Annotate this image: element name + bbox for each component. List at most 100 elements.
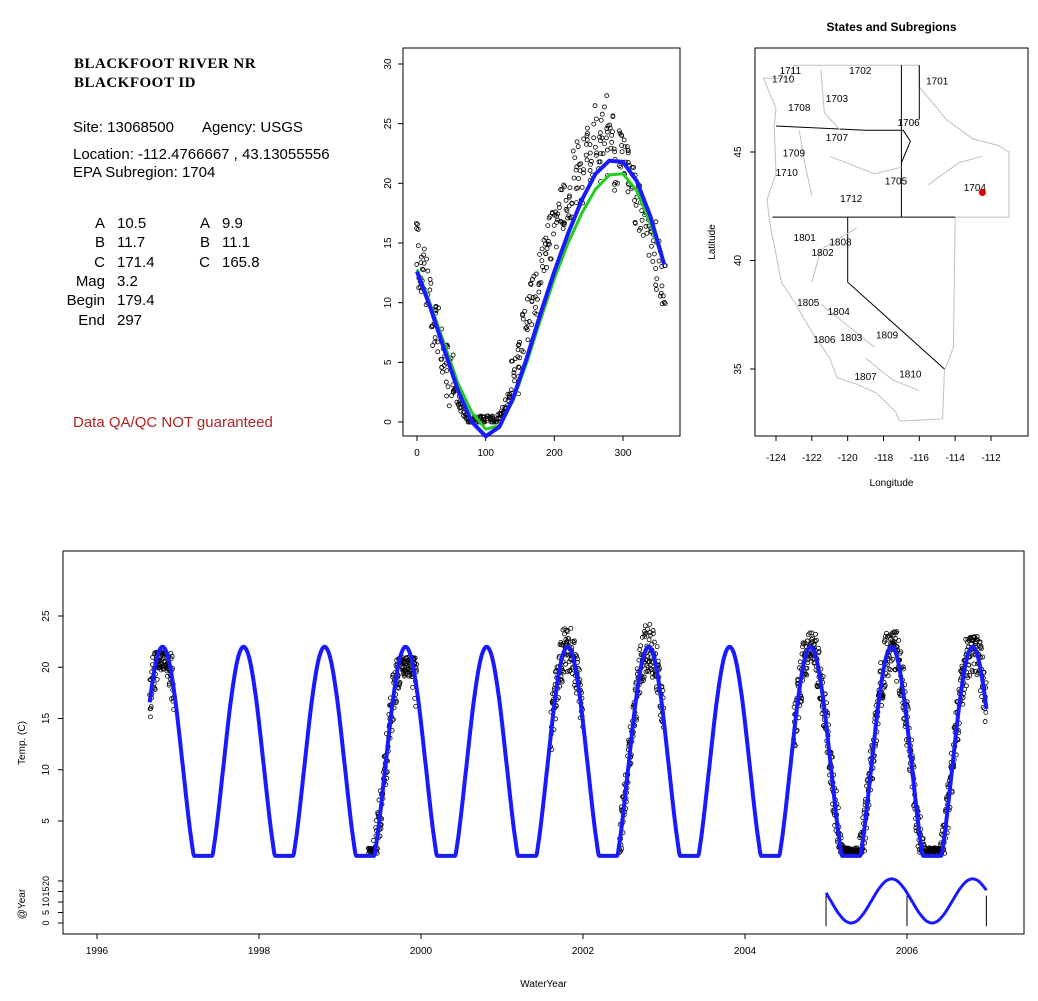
chart1-xtick-label: 200 bbox=[546, 448, 563, 459]
chart3-point bbox=[562, 631, 567, 637]
chart3-point bbox=[563, 661, 568, 667]
coef-left-name: B bbox=[94, 234, 105, 252]
chart1-point bbox=[659, 301, 665, 307]
chart1-point bbox=[587, 150, 593, 156]
map-subregion-label: 1802 bbox=[811, 248, 834, 259]
map-subregion-label: 1701 bbox=[926, 77, 949, 88]
chart1-point bbox=[516, 364, 521, 370]
chart1-point bbox=[607, 125, 613, 131]
chart1-point bbox=[538, 280, 544, 286]
chart3-ylabel2: @Year bbox=[17, 888, 28, 919]
chart1-point bbox=[435, 349, 441, 355]
chart1-point bbox=[591, 121, 597, 127]
chart1-point bbox=[492, 418, 497, 424]
chart1-point bbox=[435, 339, 440, 345]
chart1-point bbox=[621, 137, 627, 143]
coef-left-value: 10.5 bbox=[117, 215, 147, 232]
chart1-point bbox=[588, 158, 594, 164]
chart1-point bbox=[427, 277, 433, 282]
chart3-point bbox=[148, 706, 154, 711]
chart1-point bbox=[658, 290, 664, 296]
chart3-point bbox=[896, 638, 902, 643]
chart1-point bbox=[440, 369, 445, 375]
map-ytick-label: 35 bbox=[733, 363, 744, 375]
map-site-marker bbox=[978, 189, 986, 197]
chart1-point bbox=[544, 265, 550, 270]
chart3-point bbox=[397, 680, 403, 685]
chart1-point bbox=[429, 324, 434, 330]
chart3-point bbox=[154, 677, 160, 682]
map-subregion-label: 1805 bbox=[797, 298, 820, 309]
chart1-point bbox=[601, 104, 607, 110]
chart1-point bbox=[616, 128, 622, 134]
map-subregion-border bbox=[798, 130, 813, 196]
chart1-point bbox=[603, 135, 609, 141]
map-subregion-border bbox=[928, 155, 983, 186]
chart1-point bbox=[650, 258, 656, 264]
chart3-y2tick-label: 15 bbox=[41, 886, 51, 896]
chart1-ytick-label: 0 bbox=[383, 419, 394, 425]
chart3-point bbox=[641, 674, 647, 680]
map-subregion-label: 1710 bbox=[772, 75, 795, 86]
chart1-point bbox=[585, 131, 590, 136]
chart3-point bbox=[637, 647, 643, 652]
chart3-point bbox=[892, 667, 898, 673]
chart3-point bbox=[886, 666, 892, 672]
chart1-point bbox=[525, 337, 531, 343]
chart3-point bbox=[651, 639, 657, 645]
map-ylabel: Latitude bbox=[707, 224, 718, 260]
coef-right-row: C 165.8 bbox=[190, 254, 259, 271]
chart1-point bbox=[523, 325, 529, 331]
coef-right-value: 9.9 bbox=[222, 215, 243, 232]
chart1-point bbox=[493, 419, 499, 425]
map-subregion-label: 1707 bbox=[826, 133, 849, 144]
coef-left-name: Mag bbox=[75, 272, 105, 290]
chart1-point bbox=[546, 215, 552, 221]
chart1-point bbox=[481, 417, 487, 422]
map-subregion-label: 1710 bbox=[776, 168, 799, 179]
map-xtick-label: -114 bbox=[946, 453, 966, 464]
chart1-point bbox=[433, 304, 439, 310]
chart1-point bbox=[610, 113, 616, 119]
chart1-point bbox=[547, 241, 552, 247]
chart3-point bbox=[642, 623, 648, 629]
chart3-point bbox=[575, 656, 581, 662]
chart1-point bbox=[511, 367, 517, 373]
chart1-point bbox=[604, 147, 610, 153]
chart1-point bbox=[543, 251, 548, 256]
chart1-point bbox=[528, 281, 534, 287]
map-xtick-label: -116 bbox=[910, 453, 930, 464]
chart1-point bbox=[662, 301, 668, 306]
chart1-point bbox=[653, 287, 659, 292]
chart3-point bbox=[801, 641, 807, 647]
chart1-point bbox=[593, 116, 599, 122]
chart1-point bbox=[430, 343, 436, 348]
chart1-frame bbox=[402, 47, 681, 437]
chart3-point bbox=[410, 684, 416, 690]
chart1-point bbox=[507, 391, 513, 397]
subregion-label: EPA Subregion: 1704 bbox=[73, 164, 216, 181]
coef-left-row: Mag 3.2 bbox=[55, 273, 138, 290]
chart1-point bbox=[636, 227, 642, 233]
chart3-point bbox=[894, 629, 900, 635]
chart1-point bbox=[591, 135, 597, 141]
chart3-point bbox=[964, 683, 969, 689]
chart3-point bbox=[898, 649, 904, 655]
chart3-point bbox=[813, 631, 819, 637]
chart1-point bbox=[629, 164, 635, 170]
coef-left-value: 179.4 bbox=[117, 292, 155, 310]
chart1-point bbox=[427, 287, 433, 293]
chart3-xtick-label: 1996 bbox=[86, 946, 109, 957]
chart3-xtick-label: 2002 bbox=[572, 946, 595, 957]
map-ytick-label: 45 bbox=[733, 146, 744, 158]
chart3-point bbox=[568, 625, 574, 631]
map-frame bbox=[754, 47, 1029, 437]
chart1-point bbox=[419, 266, 425, 272]
chart3-point bbox=[983, 710, 989, 715]
qa-note: Data QA/QC NOT guaranteed bbox=[73, 414, 273, 431]
chart1-point bbox=[520, 311, 525, 317]
chart3-point bbox=[561, 669, 567, 675]
chart1-point bbox=[509, 358, 514, 364]
chart1-point bbox=[537, 252, 543, 257]
map-subregion-label: 1706 bbox=[897, 118, 920, 129]
